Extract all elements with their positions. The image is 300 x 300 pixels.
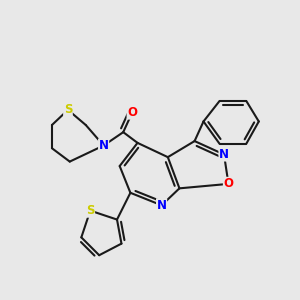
Text: N: N bbox=[99, 139, 109, 152]
Text: O: O bbox=[224, 177, 233, 190]
Text: N: N bbox=[219, 148, 229, 161]
Text: S: S bbox=[86, 204, 94, 217]
Text: O: O bbox=[127, 106, 137, 119]
Text: S: S bbox=[64, 103, 72, 116]
Text: N: N bbox=[157, 199, 166, 212]
